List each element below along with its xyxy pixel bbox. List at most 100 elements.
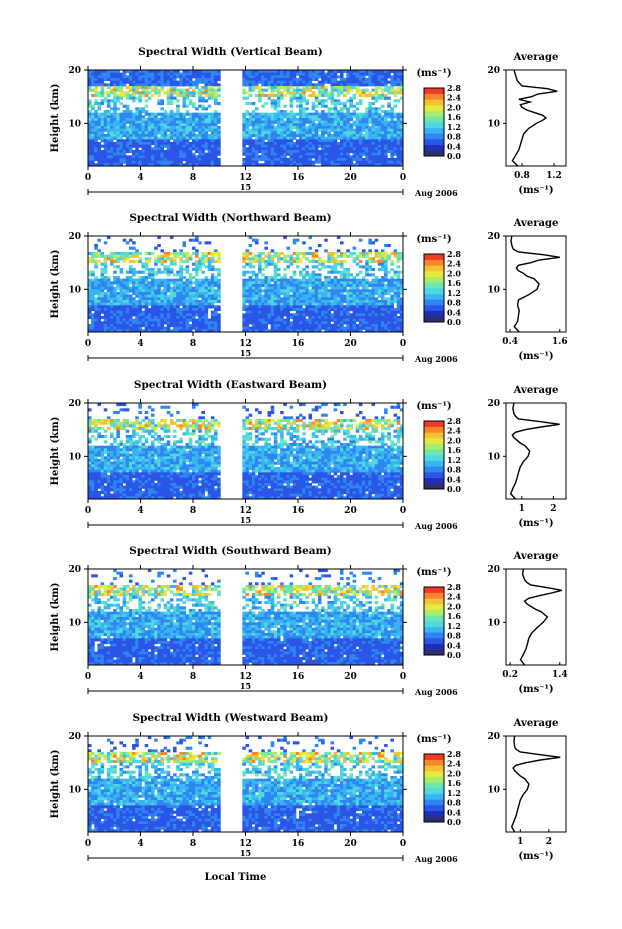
colorbar-tick: 2.8	[447, 416, 461, 426]
colorbar-tick: 0.8	[447, 798, 461, 808]
colorbar-tick: 0.4	[447, 307, 461, 317]
colorbar-unit: (ms⁻¹)	[416, 68, 451, 79]
average-frame	[505, 235, 567, 333]
colorbar-tick: 1.2	[447, 288, 461, 298]
x-tick-label: 4	[137, 672, 143, 682]
colorbar	[423, 753, 445, 823]
average-y-tick: 10	[487, 119, 500, 129]
y-tick-label: 20	[68, 732, 81, 742]
colorbar-tick: 2.0	[447, 768, 461, 778]
average-y-tick: 10	[487, 452, 500, 462]
average-y-tick: 10	[487, 285, 500, 295]
panel-title: Spectral Width (Eastward Beam)	[134, 379, 327, 391]
average-x-tick: 2	[546, 837, 552, 847]
x-tick-label: 16	[292, 672, 305, 682]
heatmap-cells	[88, 736, 404, 833]
colorbar-tick: 0.4	[447, 807, 461, 817]
x-axis-label: Local Time	[205, 872, 267, 883]
y-tick-label: 20	[68, 232, 81, 242]
panel-title: Spectral Width (Westward Beam)	[132, 712, 328, 724]
average-y-tick: 20	[487, 732, 500, 742]
colorbar-tick: 0.8	[447, 132, 461, 142]
colorbar-tick: 0.0	[447, 650, 461, 660]
average-x-tick: 1	[519, 504, 525, 514]
x-tick-label: 8	[190, 672, 196, 682]
colorbar-tick: 0.4	[447, 640, 461, 650]
heatmap-cells	[88, 569, 404, 666]
x-tick-label: 12	[239, 173, 252, 183]
panel-title: Spectral Width (Southward Beam)	[129, 545, 331, 557]
average-x-tick: 0.2	[502, 670, 518, 680]
y-tick-label: 10	[68, 119, 81, 129]
x-tick-label: 20	[344, 839, 357, 849]
colorbar-tick: 2.4	[447, 592, 461, 602]
colorbar-tick: 1.6	[447, 445, 461, 455]
average-y-tick: 20	[487, 232, 500, 242]
colorbar-tick: 0.0	[447, 317, 461, 327]
average-x-label: (ms⁻¹)	[518, 518, 553, 529]
heatmap-cells	[88, 70, 404, 167]
x-tick-label: 12	[239, 672, 252, 682]
colorbar-unit: (ms⁻¹)	[416, 234, 451, 245]
colorbar-tick: 0.4	[447, 474, 461, 484]
average-x-tick: 2	[550, 504, 556, 514]
y-tick-label: 20	[68, 565, 81, 575]
colorbar-tick: 2.0	[447, 268, 461, 278]
average-title: Average	[513, 385, 559, 396]
colorbar-tick: 0.0	[447, 151, 461, 161]
average-y-tick: 10	[487, 785, 500, 795]
x-tick-label: 20	[344, 339, 357, 349]
average-profile-line	[511, 69, 558, 167]
colorbar-tick: 1.6	[447, 611, 461, 621]
x-tick-label: 12	[239, 339, 252, 349]
average-frame	[505, 69, 567, 167]
average-x-tick: 0.8	[514, 171, 530, 181]
average-y-tick: 20	[487, 399, 500, 409]
colorbar	[423, 253, 445, 323]
x-tick-label: 16	[292, 339, 305, 349]
panel-title: Spectral Width (Northward Beam)	[129, 212, 331, 224]
average-x-label: (ms⁻¹)	[518, 351, 553, 362]
day-label: 15	[240, 848, 251, 858]
date-label: Aug 2006	[414, 687, 458, 697]
average-title: Average	[513, 218, 559, 229]
x-tick-label: 8	[190, 339, 196, 349]
day-label: 15	[240, 182, 251, 192]
x-tick-label: 4	[137, 173, 143, 183]
y-tick-label: 20	[68, 66, 81, 76]
x-tick-label: 0	[400, 839, 406, 849]
y-axis-label: Height (km)	[50, 84, 61, 153]
colorbar-tick: 2.8	[447, 749, 461, 759]
average-x-label: (ms⁻¹)	[518, 185, 553, 196]
colorbar-tick: 1.2	[447, 788, 461, 798]
x-tick-label: 0	[400, 672, 406, 682]
colorbar-tick: 2.8	[447, 249, 461, 259]
panel-5: Height (km)	[50, 732, 567, 861]
x-tick-label: 8	[190, 173, 196, 183]
x-tick-label: 16	[292, 173, 305, 183]
x-tick-label: 0	[85, 672, 91, 682]
average-title: Average	[513, 718, 559, 729]
colorbar-tick: 1.2	[447, 122, 461, 132]
colorbar-tick: 1.2	[447, 621, 461, 631]
average-title: Average	[513, 52, 559, 63]
colorbar	[423, 87, 445, 157]
average-y-tick: 20	[487, 66, 500, 76]
date-label: Aug 2006	[414, 521, 458, 531]
x-tick-label: 0	[400, 173, 406, 183]
x-tick-label: 20	[344, 506, 357, 516]
average-frame	[505, 568, 567, 666]
x-tick-label: 16	[292, 839, 305, 849]
y-axis-label: Height (km)	[50, 583, 61, 652]
y-tick-label: 10	[68, 285, 81, 295]
colorbar-unit: (ms⁻¹)	[416, 567, 451, 578]
colorbar-tick: 1.6	[447, 278, 461, 288]
x-tick-label: 20	[344, 173, 357, 183]
x-tick-label: 0	[85, 839, 91, 849]
day-label: 15	[240, 515, 251, 525]
average-title: Average	[513, 551, 559, 562]
average-profile-line	[510, 735, 561, 833]
colorbar-tick: 2.4	[447, 259, 461, 269]
average-x-tick: 0.4	[502, 337, 518, 347]
panel-1: Height (km)	[50, 66, 567, 195]
